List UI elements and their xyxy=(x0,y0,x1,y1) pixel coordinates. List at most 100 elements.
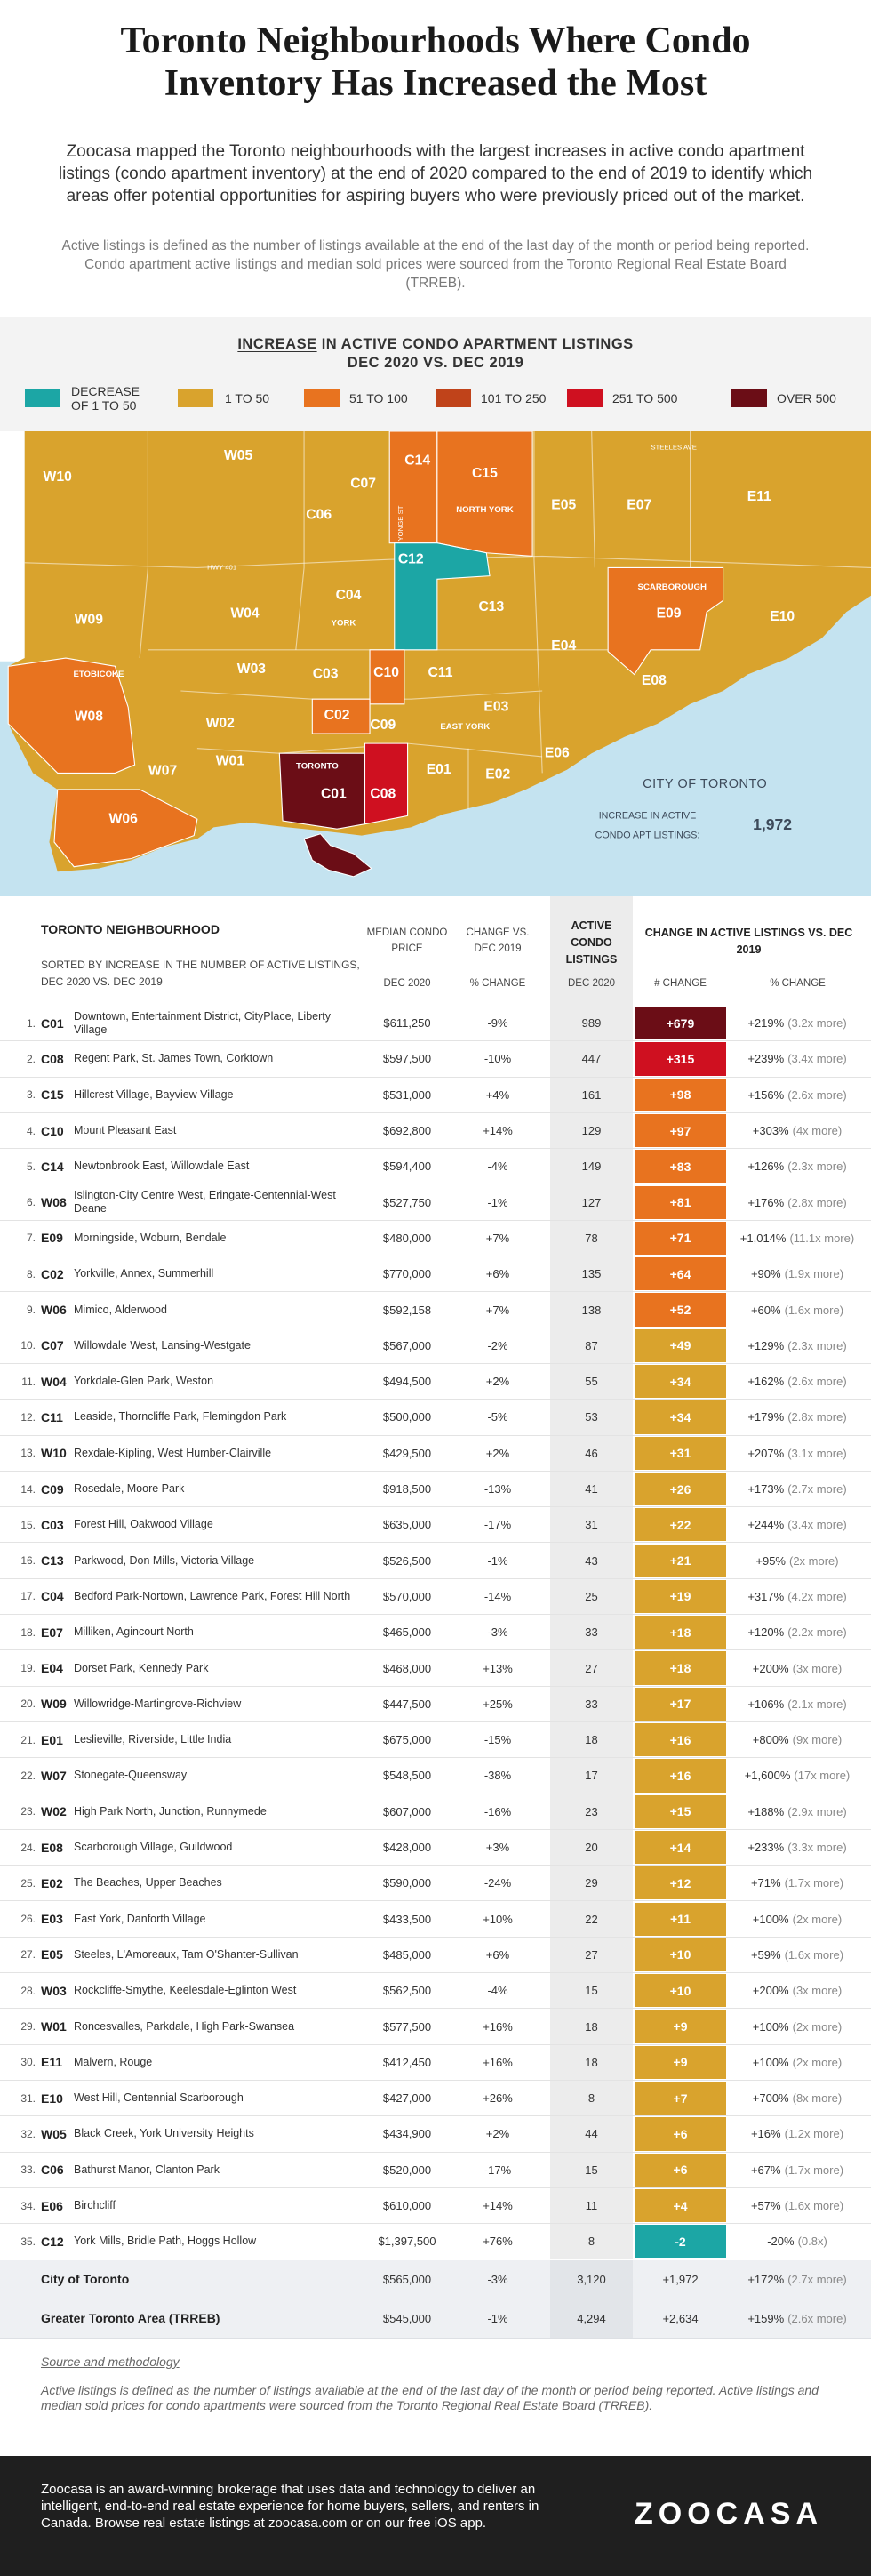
highlighted-districts xyxy=(7,431,724,878)
listing-change: +10 xyxy=(635,1974,726,2008)
percent-change: +233% xyxy=(747,1841,785,1855)
table-row: 16. C13 Parkwood, Don Mills, Victoria Vill… xyxy=(0,1544,871,1579)
neighbourhood-name: Regent Park, St. James Town, Corktown xyxy=(74,1052,274,1065)
region-label: C09 xyxy=(370,718,396,733)
callout-value: 1,972 xyxy=(753,815,792,833)
median-price: $635,000 xyxy=(382,1518,432,1532)
price-change: -3% xyxy=(487,2272,508,2286)
district-code: W06 xyxy=(41,1303,67,1318)
table-row: 15. C03 Forest Hill, Oakwood Village $635,0… xyxy=(0,1507,871,1544)
rank: 9. xyxy=(26,1304,36,1317)
table-row: 24. E08 Scarborough Village, Guildwood $428… xyxy=(0,1830,871,1866)
active-listings: 17 xyxy=(585,1769,598,1783)
table-row: 22. W07 Stonegate-Queensway $548,500 -38% 17 +… xyxy=(0,1758,871,1794)
active-listings: 18 xyxy=(585,2019,598,2034)
district-code: W05 xyxy=(41,2126,67,2141)
price-change: -4% xyxy=(487,1984,508,1998)
listing-change: +6 xyxy=(635,2117,726,2151)
percent-change-cell: +239% (3.4x more) xyxy=(731,1041,864,1076)
percent-change-cell: +207% (3.1x more) xyxy=(731,1436,864,1471)
neighbourhood-name: Scarborough Village, Guildwood xyxy=(74,1841,233,1854)
price-change: +26% xyxy=(483,2091,513,2106)
table-row: 20. W09 Willowridge-Martingrove-Richview $4… xyxy=(0,1687,871,1722)
rank: 31. xyxy=(20,2091,36,2105)
boundary-line xyxy=(591,431,595,568)
percent-change: +95% xyxy=(755,1553,786,1568)
active-listings: 15 xyxy=(585,2163,598,2177)
multiple-change: (1.7x more) xyxy=(784,2163,844,2177)
active-listings: 447 xyxy=(581,1052,602,1066)
percent-change: +207% xyxy=(747,1446,785,1460)
rank: 11. xyxy=(21,1375,36,1388)
region-label: E02 xyxy=(485,766,510,782)
listing-change: +22 xyxy=(635,1508,726,1542)
price-change: -5% xyxy=(487,1410,508,1424)
region-label: E04 xyxy=(551,638,576,654)
median-price: $520,000 xyxy=(382,2163,432,2177)
active-listings: 44 xyxy=(585,2127,598,2141)
price-change: +7% xyxy=(485,1303,510,1317)
multiple-change: (1.9x more) xyxy=(784,1267,844,1281)
listing-change: +34 xyxy=(635,1365,726,1399)
median-price: $567,000 xyxy=(382,1338,432,1352)
price-change: +14% xyxy=(483,1124,513,1138)
district-code: W07 xyxy=(41,1768,67,1783)
active-listings: 27 xyxy=(585,1947,598,1962)
district-code: C14 xyxy=(41,1159,64,1174)
table-row: 11. W04 Yorkdale-Glen Park, Weston $494,500… xyxy=(0,1364,871,1400)
header-change-sub: % CHANGE xyxy=(469,978,526,989)
footer xyxy=(0,2456,871,2576)
district-code: W02 xyxy=(41,1804,67,1819)
land xyxy=(8,431,871,872)
percent-change: +59% xyxy=(750,1947,781,1962)
price-change: -1% xyxy=(487,1553,508,1568)
percent-change: +176% xyxy=(747,1195,785,1209)
district-c10 xyxy=(369,649,405,705)
listing-change: +52 xyxy=(635,1293,726,1327)
listing-change: +26 xyxy=(635,1472,726,1506)
table-row: 19. E04 Dorset Park, Kennedy Park $468,000 +… xyxy=(0,1650,871,1687)
percent-change: +106% xyxy=(747,1697,785,1711)
table-row: 26. E03 East York, Danforth Village $433,50… xyxy=(0,1902,871,1938)
multiple-change: (2x more) xyxy=(792,2019,843,2034)
region-label: E07 xyxy=(627,497,651,512)
price-change: -24% xyxy=(483,1876,512,1890)
median-price: $412,450 xyxy=(382,2055,432,2069)
multiple-change: (2.6x more) xyxy=(787,2311,847,2325)
table-row: 21. E01 Leslieville, Riverside, Little Ind… xyxy=(0,1722,871,1759)
legend-swatch xyxy=(304,389,340,407)
active-listings: 22 xyxy=(585,1912,598,1926)
legend-swatch xyxy=(178,389,213,407)
rank: 34. xyxy=(20,2199,36,2212)
percent-change: +219% xyxy=(747,1016,785,1031)
multiple-change: (2.7x more) xyxy=(787,1482,847,1497)
district-c01 xyxy=(278,752,366,830)
legend-label: 101 TO 250 xyxy=(481,391,547,405)
percent-change-cell: +800% (9x more) xyxy=(731,1722,864,1757)
price-change: +3% xyxy=(485,1841,510,1855)
median-price: $590,000 xyxy=(382,1876,432,1890)
active-listings: 4,294 xyxy=(550,2299,633,2338)
active-listings: 127 xyxy=(581,1195,602,1209)
listing-change: +97 xyxy=(635,1113,726,1148)
price-change: -4% xyxy=(487,1160,508,1174)
price-change: -3% xyxy=(487,1625,508,1640)
neighbourhood-name: Milliken, Agincourt North xyxy=(74,1625,194,1639)
price-change: +4% xyxy=(485,1087,510,1102)
district-code: E08 xyxy=(41,1840,63,1855)
multiple-change: (0.8x) xyxy=(797,2235,827,2249)
percent-change-cell: +159% (2.6x more) xyxy=(731,2299,864,2338)
region-label: C15 xyxy=(472,466,498,481)
rank: 8. xyxy=(26,1267,36,1280)
district-code: E11 xyxy=(41,2055,63,2070)
table-row: 9. W06 Mimico, Alderwood $592,158 +7% 138 +52 +… xyxy=(0,1292,871,1328)
listing-change: +4 xyxy=(635,2188,726,2223)
rank: 32. xyxy=(20,2127,36,2140)
region-label: W05 xyxy=(224,448,253,463)
table-row: 10. C07 Willowdale West, Lansing-Westgate $… xyxy=(0,1328,871,1364)
active-listings: 11 xyxy=(585,2199,598,2213)
table-row: 18. E07 Milliken, Agincourt North $465,000 -… xyxy=(0,1615,871,1651)
rank: 27. xyxy=(20,1948,36,1962)
neighbourhood-name: Bathurst Manor, Clanton Park xyxy=(74,2163,220,2176)
